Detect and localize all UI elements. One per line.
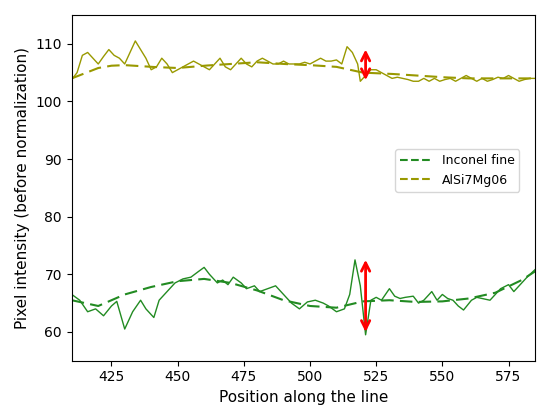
- Legend: Inconel fine, AlSi7Mg06: Inconel fine, AlSi7Mg06: [395, 150, 520, 192]
- Y-axis label: Pixel intensity (before normalization): Pixel intensity (before normalization): [15, 47, 30, 329]
- X-axis label: Position along the line: Position along the line: [219, 390, 388, 405]
